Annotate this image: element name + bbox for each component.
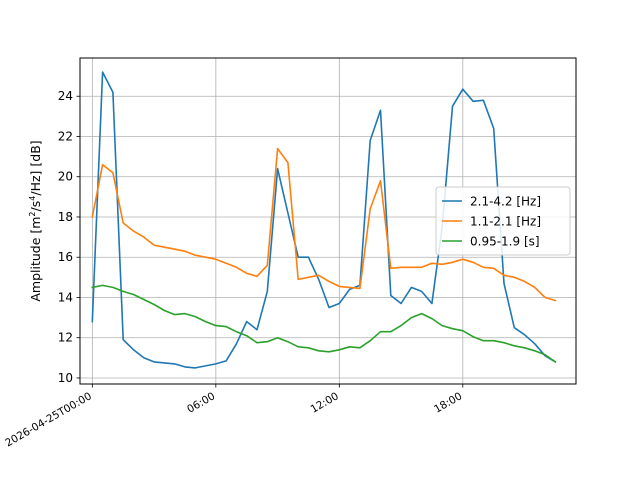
y-tick-label: 14 [58, 290, 73, 304]
ylabel-suffix: /Hz] [dB] [28, 140, 43, 195]
grid-lines [80, 58, 576, 384]
y-tick-label: 24 [58, 89, 73, 103]
x-tick-label: 06:00 [185, 390, 217, 416]
legend: 2.1-4.2 [Hz] 1.1-2.1 [Hz] 0.95-1.9 [s] [435, 186, 571, 256]
legend-label-1: 1.1-2.1 [Hz] [470, 215, 541, 229]
legend-label-2: 0.95-1.9 [s] [470, 235, 540, 249]
series-line-2 [91, 284, 557, 364]
ylabel-sup2: 4 [28, 196, 37, 201]
y-tick-label: 18 [58, 210, 73, 224]
y-axis-label: Amplitude [m2/s4/Hz] [dB] [28, 140, 43, 301]
series-lines [91, 71, 557, 369]
series-line-1 [91, 147, 557, 302]
legend-label-0: 2.1-4.2 [Hz] [470, 195, 541, 209]
ylabel-sup1: 2 [28, 211, 37, 216]
legend-box [435, 186, 571, 256]
x-tick-label: 12:00 [309, 390, 341, 416]
x-tick-label: 18:00 [432, 390, 464, 416]
y-tick-label: 20 [58, 170, 73, 184]
series-line-0 [91, 71, 557, 369]
y-axis: 10 12 14 16 18 20 22 24 [58, 89, 80, 385]
plot-area-frame [79, 57, 577, 385]
x-axis: 2026-04-25T00:00 06:00 12:00 18:00 [3, 384, 464, 449]
y-tick-label: 10 [58, 371, 73, 385]
ylabel-mid: /s [28, 201, 43, 212]
ylabel-prefix: Amplitude [m [28, 217, 43, 302]
y-tick-label: 22 [58, 129, 73, 143]
y-tick-label: 16 [58, 250, 73, 264]
x-tick-label: 2026-04-25T00:00 [3, 390, 94, 449]
y-tick-label: 12 [58, 331, 73, 345]
